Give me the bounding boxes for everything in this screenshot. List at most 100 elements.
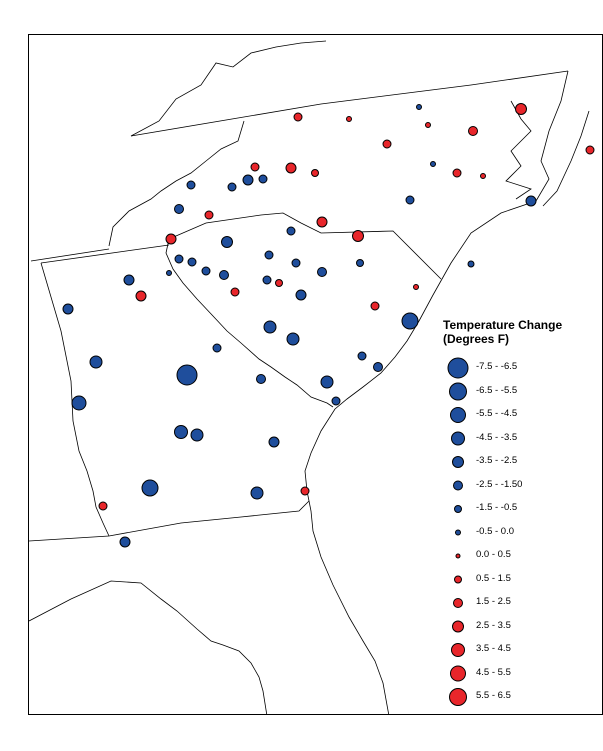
station-marker bbox=[258, 174, 268, 184]
legend-symbol bbox=[455, 553, 461, 559]
station-marker bbox=[405, 195, 415, 205]
station-marker bbox=[174, 425, 188, 439]
legend-symbol bbox=[449, 688, 467, 706]
map-canvas bbox=[29, 40, 595, 714]
station-marker bbox=[89, 355, 103, 369]
nc-sounds bbox=[505, 100, 532, 200]
station-marker bbox=[190, 428, 204, 442]
legend-symbol bbox=[450, 665, 466, 682]
ky-tn-border bbox=[30, 248, 110, 262]
station-marker bbox=[286, 226, 296, 236]
station-marker bbox=[275, 279, 283, 287]
station-marker bbox=[468, 126, 478, 136]
station-marker bbox=[370, 301, 380, 311]
station-marker bbox=[416, 104, 422, 110]
legend-label: -1.5 - -0.5 bbox=[476, 502, 518, 513]
station-marker bbox=[135, 290, 147, 302]
station-marker bbox=[316, 216, 328, 228]
station-marker bbox=[430, 161, 436, 167]
nc-sc-border bbox=[168, 212, 442, 280]
station-marker bbox=[123, 274, 135, 286]
station-marker bbox=[352, 230, 364, 242]
station-marker bbox=[250, 162, 260, 172]
legend-symbol bbox=[450, 407, 466, 423]
legend-symbols bbox=[447, 357, 469, 706]
legend-label: 4.5 - 5.5 bbox=[476, 666, 511, 678]
ga-sc-border bbox=[165, 238, 334, 408]
station-marker bbox=[373, 362, 383, 372]
ga-north-border bbox=[40, 244, 170, 264]
atlantic-coast bbox=[304, 70, 569, 714]
station-marker bbox=[357, 351, 367, 361]
legend-label: 5.5 - 6.5 bbox=[476, 690, 511, 701]
legend-label: -5.5 - -4.5 bbox=[476, 408, 518, 419]
legend-label: 0.0 - 0.5 bbox=[476, 549, 511, 560]
station-marker bbox=[452, 168, 462, 178]
station-marker bbox=[201, 266, 211, 276]
station-marker bbox=[320, 375, 334, 389]
station-markers bbox=[62, 103, 595, 548]
legend-symbol bbox=[452, 456, 464, 468]
station-marker bbox=[264, 250, 274, 260]
station-marker bbox=[467, 260, 475, 268]
station-marker bbox=[174, 204, 184, 214]
legend-label: 0.5 - 1.5 bbox=[476, 572, 511, 584]
legend-label: 2.5 - 3.5 bbox=[476, 619, 511, 631]
legend-symbol bbox=[447, 357, 469, 379]
station-marker bbox=[165, 233, 177, 245]
legend-symbol bbox=[454, 505, 462, 513]
station-marker bbox=[256, 374, 266, 384]
station-marker bbox=[230, 287, 240, 297]
legend-symbol bbox=[453, 598, 463, 608]
station-marker bbox=[331, 396, 341, 406]
legend-label: 1.5 - 2.5 bbox=[476, 596, 511, 607]
tn-nc-border bbox=[108, 120, 245, 247]
legend-symbol bbox=[451, 643, 465, 657]
station-marker bbox=[425, 122, 431, 128]
station-marker bbox=[311, 169, 319, 177]
legend-label: -4.5 - -3.5 bbox=[476, 431, 518, 443]
outer-banks bbox=[542, 110, 590, 207]
station-marker bbox=[62, 303, 74, 315]
station-marker bbox=[186, 180, 196, 190]
station-marker bbox=[382, 139, 392, 149]
station-marker bbox=[291, 258, 301, 268]
legend-symbol bbox=[453, 480, 463, 491]
station-marker bbox=[204, 210, 214, 220]
legend-label: -7.5 - -6.5 bbox=[476, 361, 518, 372]
station-marker bbox=[295, 289, 307, 301]
station-marker bbox=[480, 173, 486, 179]
station-marker bbox=[212, 343, 222, 353]
station-marker bbox=[263, 320, 277, 334]
legend-symbol bbox=[455, 529, 461, 536]
station-marker bbox=[346, 116, 352, 122]
station-marker bbox=[98, 501, 108, 511]
legend-symbol bbox=[451, 431, 465, 446]
map-frame bbox=[28, 34, 603, 715]
legend-title: Temperature Change (Degrees F) bbox=[443, 318, 562, 346]
station-marker bbox=[515, 103, 527, 115]
station-marker bbox=[71, 395, 87, 411]
ga-fl-border bbox=[29, 500, 310, 542]
legend-label: -6.5 - -5.5 bbox=[476, 384, 518, 396]
station-marker bbox=[585, 145, 595, 155]
station-marker bbox=[262, 275, 272, 285]
station-marker bbox=[356, 259, 364, 267]
legend-label: -3.5 - -2.5 bbox=[476, 455, 518, 466]
station-marker bbox=[286, 332, 300, 346]
station-marker bbox=[250, 486, 264, 500]
station-marker bbox=[166, 270, 172, 276]
station-marker bbox=[176, 364, 198, 386]
station-marker bbox=[174, 254, 184, 264]
station-marker bbox=[141, 479, 159, 497]
legend-label: -2.5 - -1.50 bbox=[476, 478, 523, 490]
legend-symbol bbox=[454, 575, 462, 584]
station-marker bbox=[293, 112, 303, 122]
station-marker bbox=[525, 195, 537, 207]
legend-title-line2: (Degrees F) bbox=[443, 332, 510, 346]
va-nc-border bbox=[130, 70, 569, 137]
station-marker bbox=[268, 436, 280, 448]
legend-label: -0.5 - 0.0 bbox=[476, 525, 515, 537]
state-boundaries bbox=[29, 40, 590, 714]
florida-coast bbox=[29, 580, 268, 714]
